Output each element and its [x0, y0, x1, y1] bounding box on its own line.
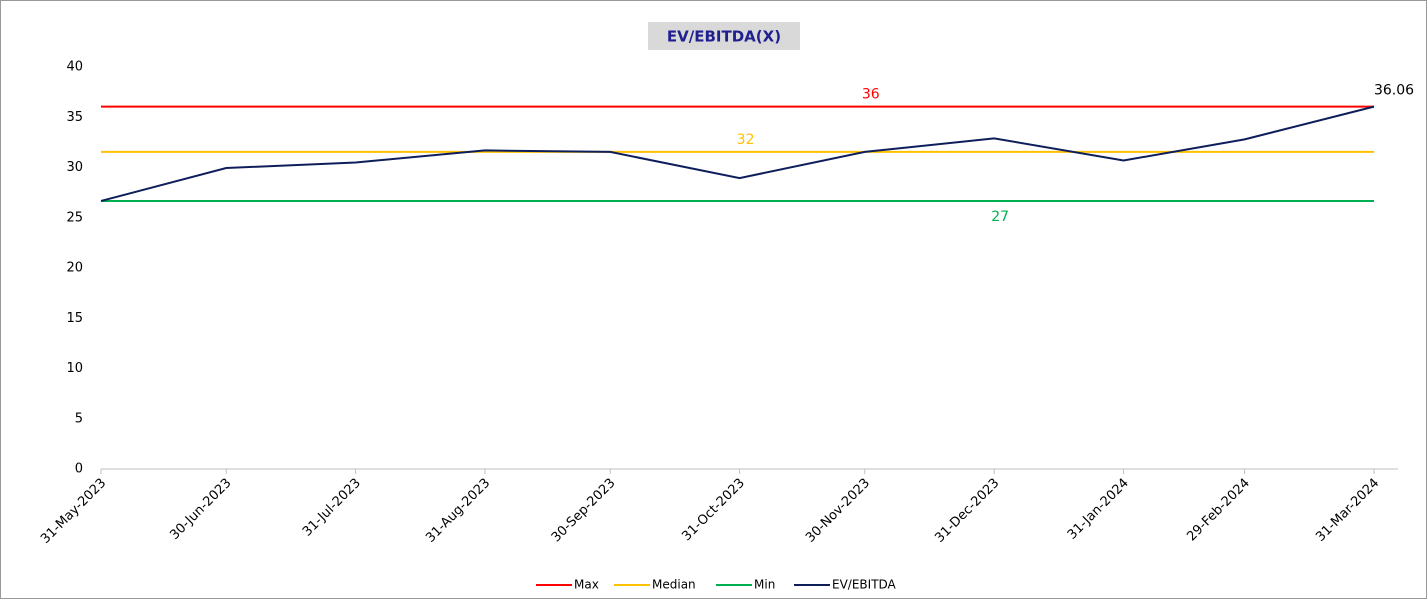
- y-tick-label: 30: [66, 160, 83, 175]
- y-tick-label: 25: [66, 210, 83, 225]
- data-label: 32: [737, 132, 755, 148]
- data-label: 36: [862, 87, 880, 103]
- legend-label: Median: [652, 578, 696, 592]
- data-label: 36.06: [1374, 83, 1414, 99]
- y-tick-label: 15: [66, 311, 83, 326]
- y-tick-label: 35: [66, 110, 83, 125]
- chart-title: EV/EBITDA(X): [667, 28, 781, 46]
- series-line: [100, 105, 1375, 202]
- y-tick-label: 10: [66, 361, 83, 376]
- y-tick-label: 5: [75, 411, 83, 426]
- legend-label: EV/EBITDA: [832, 578, 897, 592]
- legend-label: Min: [754, 578, 775, 592]
- y-tick-label: 20: [66, 261, 83, 276]
- data-label: 27: [991, 209, 1009, 225]
- legend-label: Max: [574, 578, 599, 592]
- y-tick-label: 40: [66, 60, 83, 75]
- title-box: [648, 22, 800, 50]
- y-tick-label: 0: [75, 462, 83, 477]
